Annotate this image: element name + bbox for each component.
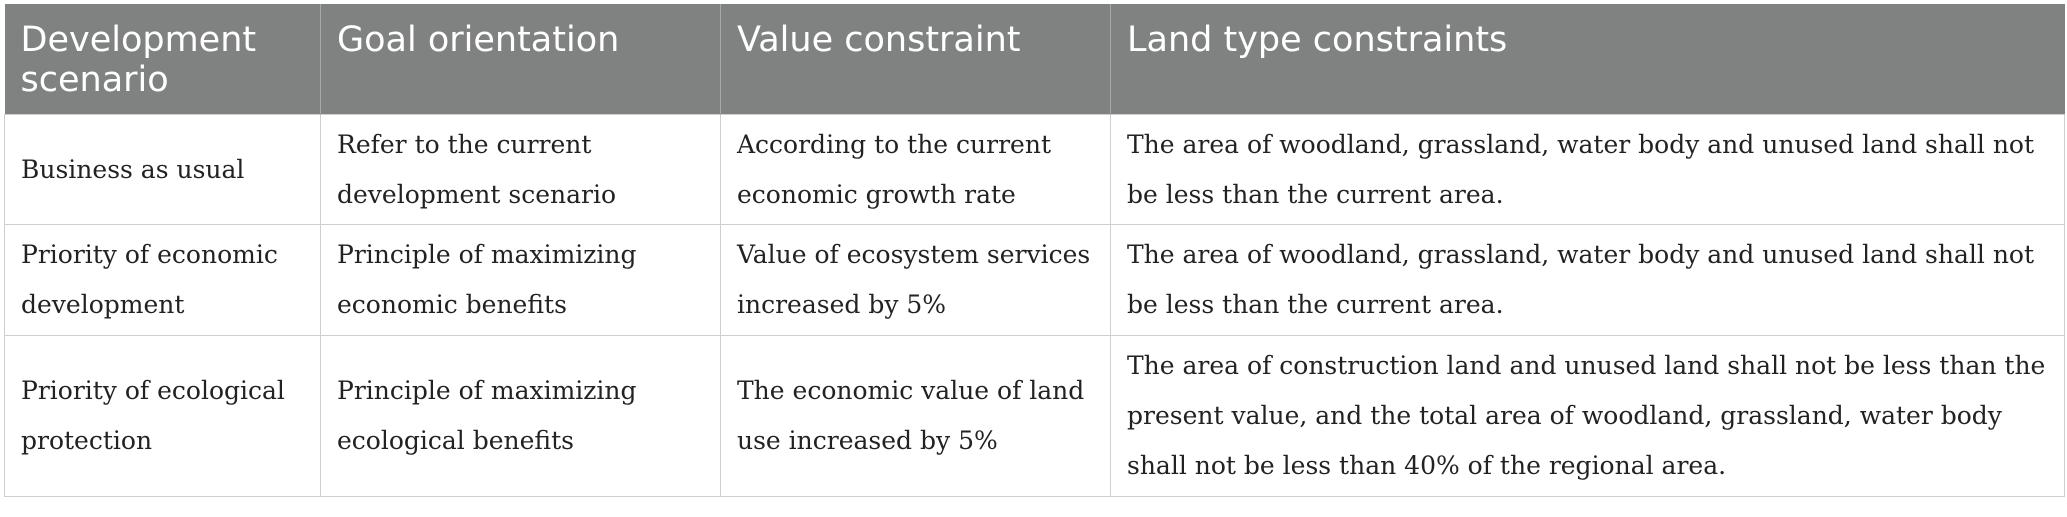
table-row: Priority of ecological protection Princi… [4, 335, 2065, 497]
cell-value: Value of ecosystem services increased by… [720, 224, 1111, 336]
header-value-constraint: Value constraint [720, 4, 1111, 115]
header-development-scenario: Development scenario [4, 4, 321, 115]
header-row: Development scenario Goal orientation Va… [4, 4, 2065, 115]
cell-scenario: Priority of economic development [4, 224, 321, 336]
cell-scenario: Priority of ecological protection [4, 335, 321, 497]
cell-land: The area of woodland, grassland, water b… [1110, 224, 2065, 336]
cell-value: According to the current economic growth… [720, 114, 1111, 225]
table-row: Priority of economic development Princip… [4, 224, 2065, 336]
cell-goal: Principle of maximizing ecological benef… [320, 335, 721, 497]
scenario-table-container: Development scenario Goal orientation Va… [4, 4, 2065, 497]
cell-scenario: Business as usual [4, 114, 321, 225]
cell-value: The economic value of land use increased… [720, 335, 1111, 497]
cell-goal: Refer to the current development scenari… [320, 114, 721, 225]
scenario-table: Development scenario Goal orientation Va… [4, 4, 2065, 497]
header-land-type-constraints: Land type constraints [1110, 4, 2065, 115]
table-row: Business as usual Refer to the current d… [4, 114, 2065, 225]
cell-land: The area of construction land and unused… [1110, 335, 2065, 497]
header-goal-orientation: Goal orientation [320, 4, 721, 115]
cell-goal: Principle of maximizing economic benefit… [320, 224, 721, 336]
cell-land: The area of woodland, grassland, water b… [1110, 114, 2065, 225]
